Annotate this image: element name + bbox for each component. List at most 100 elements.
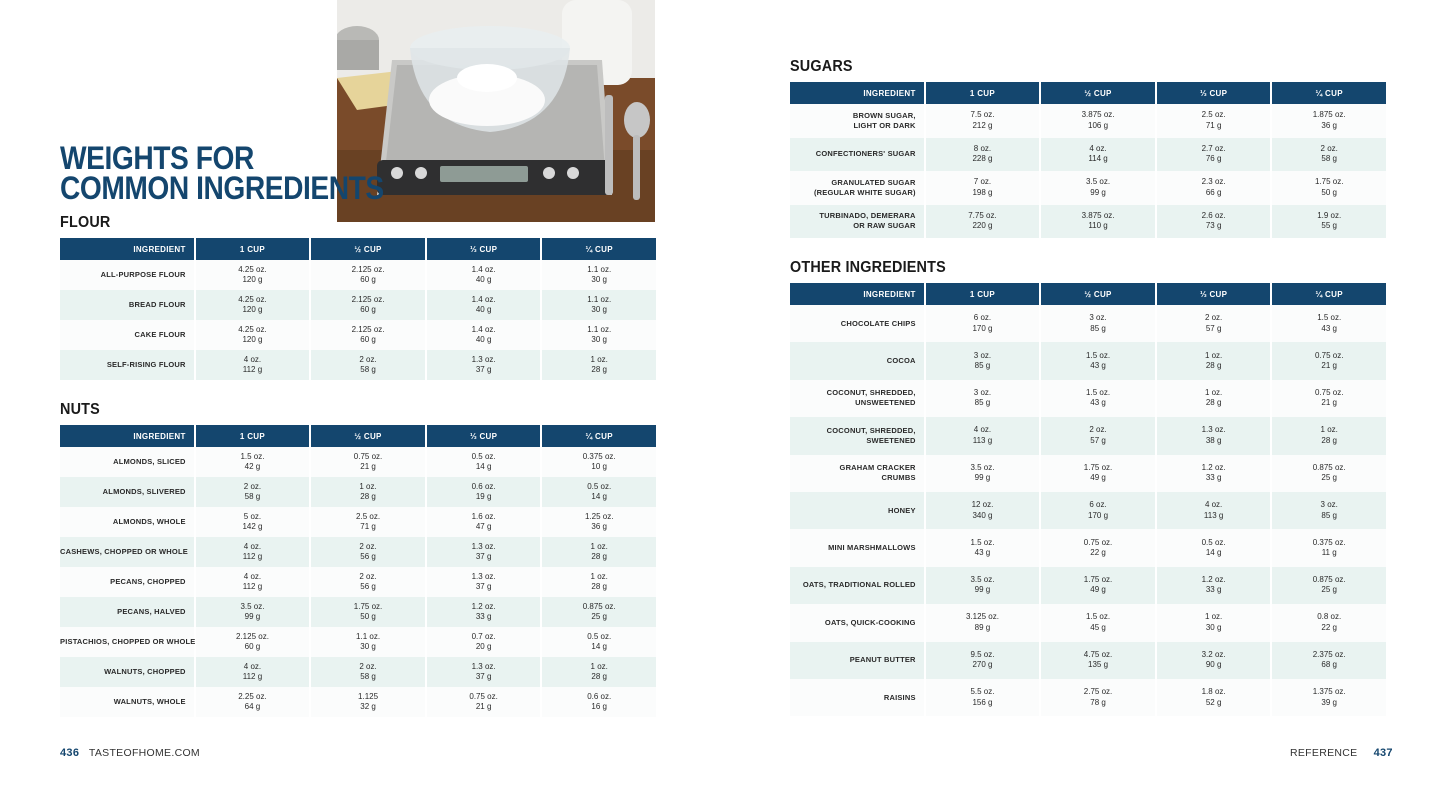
weight-cell: 2 oz. 58 g	[195, 477, 310, 507]
ingredient-name-line: PISTACHIOS, CHOPPED OR WHOLE	[60, 637, 196, 646]
grams-value: 57 g	[1205, 323, 1222, 333]
grams-value: 19 g	[475, 492, 492, 501]
ingredient-name-line: CONFECTIONERS' SUGAR	[815, 149, 916, 159]
ounces-value: 1.5 oz.	[1086, 350, 1111, 360]
weight-cell: 6 oz. 170 g	[925, 305, 1040, 343]
ounces-value: 0.75 oz.	[1314, 387, 1344, 397]
weight-cell: 0.375 oz. 11 g	[1272, 529, 1386, 567]
ounces-value: 1.2 oz.	[1201, 462, 1226, 472]
nuts-section-title: NUTS	[60, 401, 100, 418]
grams-value: 58 g	[360, 365, 376, 374]
ingredient-name: BROWN SUGAR, LIGHT OR DARK	[790, 104, 924, 138]
ounces-value: 2.375 oz.	[1312, 649, 1346, 659]
ingredient-name-line-2: LIGHT OR DARK	[853, 120, 916, 130]
weight-cell: 2 oz. 56 g	[311, 537, 425, 567]
grams-value: 14 g	[591, 492, 607, 501]
grams-value: 11 g	[1321, 548, 1337, 558]
ounces-value: 2 oz.	[359, 354, 377, 364]
weight-cell: 12 oz. 340 g	[925, 491, 1040, 530]
ounces-value: 2 oz.	[359, 571, 377, 581]
ingredient-name: ALMONDS, WHOLE	[60, 507, 194, 537]
ounces-value: 3 oz.	[973, 387, 992, 397]
column-header: ½ CUP	[1041, 283, 1155, 305]
grams-value: 37 g	[475, 365, 492, 374]
ingredient-name-line-2: SWEETENED	[866, 435, 916, 445]
grams-value: 99 g	[974, 473, 991, 483]
ounces-value: 1.875 oz.	[1312, 110, 1346, 120]
left-footer: 436 TASTEOFHOME.COM	[60, 747, 200, 759]
ingredient-name: MINI MARSHMALLOWS	[790, 529, 924, 567]
weight-cell: 1.2 oz. 33 g	[1156, 454, 1271, 492]
ingredient-name: OATS, QUICK-COOKING	[790, 604, 924, 642]
ounces-value: 2 oz.	[243, 481, 262, 491]
grams-value: 28 g	[591, 365, 607, 374]
grams-value: 99 g	[244, 612, 261, 621]
weight-cell: 2.7 oz. 76 g	[1156, 137, 1271, 171]
ingredient-name-line: ALMONDS, WHOLE	[112, 517, 186, 526]
ounces-value: 2 oz.	[359, 661, 377, 671]
ounces-value: 1.1 oz.	[356, 631, 381, 641]
ounces-value: 1.4 oz.	[471, 324, 496, 334]
weight-cell: 1.8 oz. 52 g	[1156, 678, 1271, 717]
grams-value: 228 g	[972, 154, 993, 164]
weight-cell: 4 oz. 114 g	[1041, 137, 1155, 171]
ingredient-name: HONEY	[790, 491, 924, 530]
weight-cell: 4 oz. 112 g	[195, 567, 310, 597]
grams-value: 28 g	[591, 582, 607, 591]
weight-cell: 1.75 oz. 50 g	[311, 597, 425, 627]
ingredient-name: BREAD FLOUR	[60, 290, 194, 320]
weight-cell: 0.75 oz. 21 g	[426, 687, 541, 717]
grams-value: 14 g	[1205, 548, 1222, 558]
ounces-value: 0.75 oz.	[1314, 350, 1344, 360]
weight-cell: 1.5 oz. 43 g	[1272, 305, 1386, 343]
ounces-value: 1 oz.	[590, 354, 608, 364]
ingredient-name: COCOA	[790, 342, 924, 380]
ingredient-name-line: WALNUTS, WHOLE	[113, 697, 186, 706]
weight-cell: 1.875 oz. 36 g	[1272, 104, 1386, 138]
ounces-value: 1.9 oz.	[1317, 210, 1342, 220]
weight-cell: 1 oz. 28 g	[1272, 417, 1386, 455]
ounces-value: 1.3 oz.	[1201, 425, 1226, 435]
weight-cell: 2 oz. 58 g	[311, 350, 425, 380]
weight-cell: 2.75 oz. 78 g	[1041, 678, 1155, 717]
column-header: 1 CUP	[925, 82, 1040, 104]
grams-value: 36 g	[1321, 120, 1337, 130]
weight-cell: 4 oz. 112 g	[195, 657, 310, 687]
ounces-value: 1.5 oz.	[240, 451, 265, 461]
weight-cell: 1.3 oz. 37 g	[426, 350, 541, 380]
weight-cell: 1.1 oz. 30 g	[542, 320, 656, 350]
table-row: RAISINS 5.5 oz. 156 g 2.75 oz. 78 g 1.8 oz. 52…	[790, 678, 1386, 717]
weight-cell: 0.5 oz. 14 g	[1156, 529, 1271, 567]
ounces-value: 2.5 oz.	[1201, 110, 1226, 120]
table-row: ALL-PURPOSE FLOUR 4.25 oz. 120 g 2.125 oz. 6…	[60, 260, 656, 290]
weight-cell: 2.125 oz. 60 g	[311, 320, 425, 350]
grams-value: 47 g	[475, 522, 492, 531]
ingredient-name: CAKE FLOUR	[60, 320, 194, 350]
grams-value: 43 g	[974, 548, 991, 558]
ingredient-name: GRANULATED SUGAR (REGULAR WHITE SUGAR)	[790, 171, 924, 205]
ingredient-name-line: TURBINADO, DEMERARA	[819, 211, 916, 221]
grams-value: 212 g	[972, 120, 993, 130]
nuts-table: INGREDIENT 1 CUP ½ CUP ⅓ CUP ¼ CUP ALMONDS, …	[58, 425, 658, 717]
weight-cell: 1.5 oz. 43 g	[925, 529, 1040, 567]
weight-cell: 1.4 oz. 40 g	[426, 320, 541, 350]
ounces-value: 1.125	[358, 691, 379, 701]
ounces-value: 2.6 oz.	[1201, 210, 1226, 220]
ounces-value: 4.75 oz.	[1083, 649, 1113, 659]
ounces-value: 0.75 oz.	[469, 691, 498, 701]
weight-cell: 0.375 oz. 10 g	[542, 447, 656, 477]
ingredient-name-line: CASHEWS, CHOPPED OR WHOLE	[60, 547, 188, 556]
weight-cell: 0.75 oz. 21 g	[1272, 342, 1386, 380]
grams-value: 220 g	[972, 221, 993, 231]
grams-value: 85 g	[1321, 510, 1337, 520]
weight-cell: 1.9 oz. 55 g	[1272, 204, 1386, 238]
grams-value: 135 g	[1088, 660, 1109, 670]
table-row: BROWN SUGAR, LIGHT OR DARK 7.5 oz. 212 g 3.8…	[790, 104, 1386, 138]
grams-value: 22 g	[1090, 548, 1106, 558]
ounces-value: 4.25 oz.	[238, 264, 267, 274]
weight-cell: 7 oz. 198 g	[925, 171, 1040, 205]
ounces-value: 7 oz.	[973, 177, 992, 187]
ounces-value: 1.3 oz.	[471, 661, 496, 671]
